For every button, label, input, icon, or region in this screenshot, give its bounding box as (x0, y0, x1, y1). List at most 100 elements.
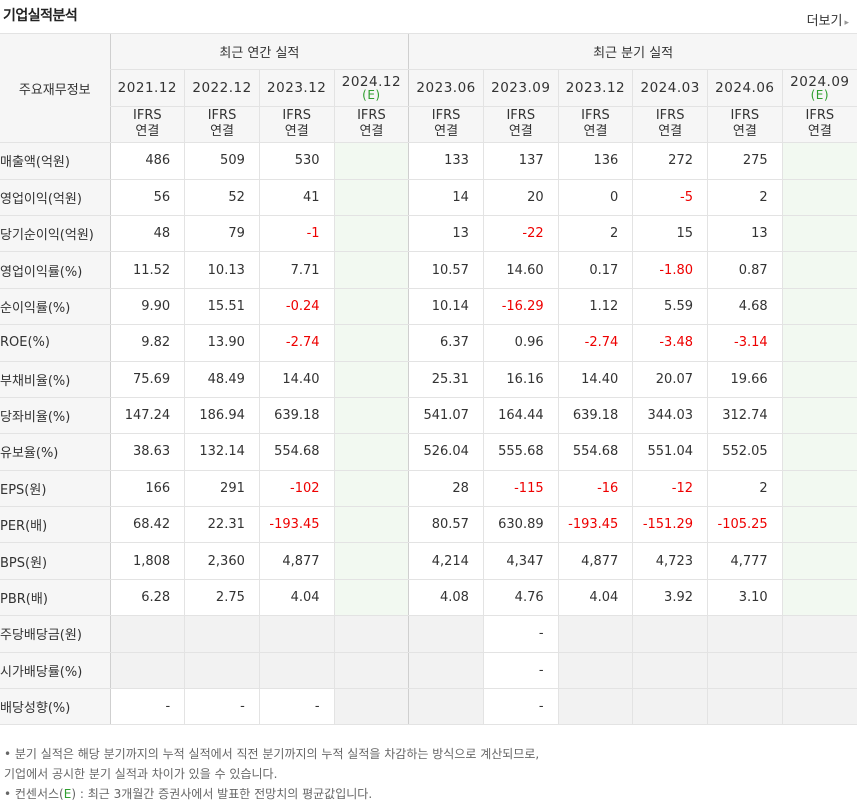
table-cell: 1.12 (557, 287, 633, 326)
table-cell (632, 688, 708, 726)
footnote-1: • 분기 실적은 해당 분기까지의 누적 실적에서 직전 분기까지의 누적 실적… (4, 747, 540, 761)
table-cell (781, 506, 857, 544)
row-label: PBR(배) (0, 578, 110, 617)
table-cell: 22.31 (184, 506, 260, 544)
table-cell (781, 469, 857, 508)
table-cell: 4,777 (707, 542, 783, 580)
row-label: 주당배당금(원) (0, 615, 110, 653)
table-cell (707, 688, 783, 726)
period-header: 2024.06 (707, 69, 783, 107)
table-cell: -193.45 (258, 506, 335, 544)
period-label: 2024.09 (790, 74, 850, 91)
table-cell: 0 (557, 178, 633, 216)
table-cell (408, 651, 484, 690)
table-cell: 4,214 (408, 542, 484, 580)
table-cell: 552.05 (707, 433, 783, 471)
period-header: 2024.03 (632, 69, 708, 107)
table-cell: 0.87 (707, 251, 783, 289)
table-cell: 272 (632, 142, 708, 180)
table-cell: 9.82 (109, 324, 185, 362)
table-cell (557, 688, 633, 726)
table-cell: - (109, 688, 185, 726)
table-cell (333, 542, 409, 580)
table-cell: 19.66 (707, 360, 783, 398)
table-cell: 14.40 (258, 360, 335, 398)
table-cell: 4.04 (557, 578, 633, 617)
table-cell: 80.57 (408, 506, 484, 544)
table-cell: 2 (557, 214, 633, 253)
table-cell: 48.49 (184, 360, 260, 398)
table-cell (557, 651, 633, 690)
table-cell: 2 (707, 469, 783, 508)
table-cell: 6.28 (109, 578, 185, 617)
table-cell: 551.04 (632, 433, 708, 471)
table-cell: - (482, 615, 559, 653)
table-cell: 2,360 (184, 542, 260, 580)
period-header: 2024.09 (E) (781, 69, 857, 107)
table-cell: -3.48 (632, 324, 708, 362)
table-cell: 14 (408, 178, 484, 216)
annual-group-header: 최근 연간 실적 (109, 32, 409, 71)
row-label: 매출액(억원) (0, 142, 110, 180)
table-cell: 4.76 (482, 578, 559, 617)
table-cell: 2.75 (184, 578, 260, 617)
period-header: 2023.09 (482, 69, 559, 107)
ifrs-label: IFRS (581, 108, 610, 124)
table-cell: 555.68 (482, 433, 559, 471)
table-row: 영업이익률(%) 11.52 10.13 7.71 10.57 14.60 0.17 -1.8… (0, 251, 857, 289)
consolidation-label: 연결 (284, 124, 309, 140)
footnote-3-post: ) : 최근 3개월간 증권사에서 발표한 전망치의 평균값입니다. (71, 787, 373, 801)
table-row: 배당성향(%) - - - - (0, 688, 857, 726)
row-label: 시가배당률(%) (0, 651, 110, 690)
row-label: 영업이익(억원) (0, 178, 110, 216)
row-label: 배당성향(%) (0, 688, 110, 726)
table-cell (557, 615, 633, 653)
table-row: EPS(원) 166 291 -102 28 -115 -16 -12 2 (0, 469, 857, 508)
ifrs-label: IFRS (282, 108, 312, 124)
chevron-right-icon: ▸ (844, 18, 849, 28)
table-cell: -1 (258, 214, 335, 253)
table-cell (781, 396, 857, 435)
table-cell: -16 (557, 469, 633, 508)
period-label: 2024.03 (640, 80, 700, 97)
ifrs-label: IFRS (655, 108, 685, 124)
period-label: 2023.09 (491, 80, 551, 97)
table-row: PER(배) 68.42 22.31 -193.45 80.57 630.89 -193.4… (0, 506, 857, 544)
period-header: 2023.12 (258, 69, 335, 107)
more-link[interactable]: 더보기 ▸ (807, 10, 849, 29)
table-cell (109, 651, 185, 690)
row-label: 영업이익률(%) (0, 251, 110, 289)
consolidation-label: 연결 (135, 124, 160, 140)
table-cell: 6.37 (408, 324, 484, 362)
table-row: 주당배당금(원) - (0, 615, 857, 653)
table-cell: 25.31 (408, 360, 484, 398)
consolidation-label: 연결 (359, 124, 384, 140)
period-label: 2023.06 (416, 80, 476, 97)
footnotes: • 분기 실적은 해당 분기까지의 누적 실적에서 직전 분기까지의 누적 실적… (4, 744, 539, 804)
table-row: 매출액(억원) 486 509 530 133 137 136 272 275 (0, 142, 857, 180)
table-cell: 11.52 (109, 251, 185, 289)
table-cell: -193.45 (557, 506, 633, 544)
table-cell: 137 (482, 142, 559, 180)
table-cell: 13 (707, 214, 783, 253)
table-cell (781, 360, 857, 398)
table-cell: 186.94 (184, 396, 260, 435)
period-label: 2021.12 (117, 80, 177, 97)
table-cell (707, 651, 783, 690)
table-cell: 10.57 (408, 251, 484, 289)
table-cell (632, 651, 708, 690)
table-cell: -12 (632, 469, 708, 508)
table-cell: -151.29 (632, 506, 708, 544)
table-cell: 509 (184, 142, 260, 180)
table-cell: 4.08 (408, 578, 484, 617)
accounting-basis: IFRS 연결 (109, 105, 185, 144)
accounting-basis: IFRS 연결 (482, 105, 559, 144)
ifrs-label: IFRS (207, 108, 237, 124)
table-cell: 79 (184, 214, 260, 253)
period-header: 2024.12 (E) (333, 69, 409, 107)
table-cell (781, 578, 857, 617)
table-cell: 15 (632, 214, 708, 253)
more-label: 더보기 (806, 14, 843, 29)
table-cell: 2 (707, 178, 783, 216)
row-label: 유보율(%) (0, 433, 110, 471)
